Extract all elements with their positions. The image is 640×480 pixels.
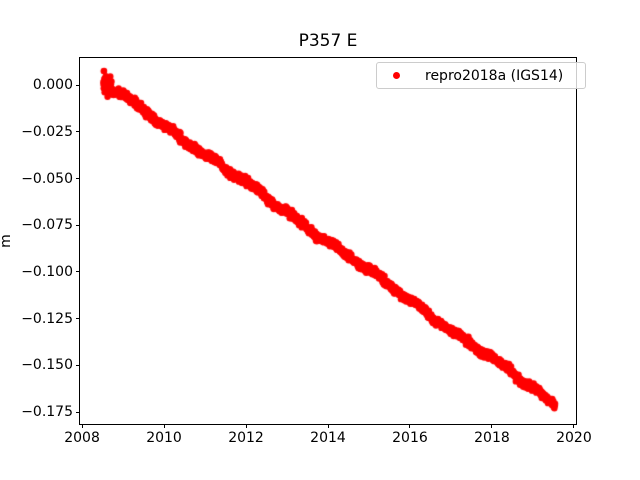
x-tick-label: 2020 [556,430,592,446]
y-tick [76,131,80,133]
y-tick-label: −0.050 [21,170,73,187]
plot-canvas [80,58,576,424]
y-tick [76,84,80,86]
y-tick-label: −0.125 [21,310,73,327]
y-tick-label: −0.150 [21,357,73,374]
x-tick-label: 2014 [310,430,346,446]
x-tick-label: 2010 [146,430,182,446]
y-tick [76,364,80,366]
x-tick [573,424,575,428]
x-tick-label: 2016 [392,430,428,446]
legend-dot-marker-icon [393,72,400,79]
y-tick-label: −0.075 [21,217,73,234]
y-tick-label: −0.025 [21,123,73,140]
x-tick [245,424,247,428]
x-tick-label: 2008 [64,430,100,446]
y-tick [76,411,80,413]
x-tick [491,424,493,428]
x-tick-label: 2012 [228,430,264,446]
y-tick-label: 0.000 [32,77,73,94]
plot-area [79,57,577,425]
y-tick [76,178,80,179]
x-tick [163,424,165,428]
y-tick-label: −0.100 [21,263,73,280]
x-tick [81,424,83,428]
x-tick [409,424,411,428]
x-tick [327,424,329,428]
x-tick-label: 2018 [474,430,510,446]
legend: repro2018a (IGS14) [376,62,586,89]
y-tick-label: −0.175 [21,404,73,421]
y-tick [76,271,80,273]
legend-label: repro2018a (IGS14) [425,67,564,84]
y-tick [76,318,80,320]
y-tick [76,224,80,226]
chart-title: P357 E [298,31,358,51]
